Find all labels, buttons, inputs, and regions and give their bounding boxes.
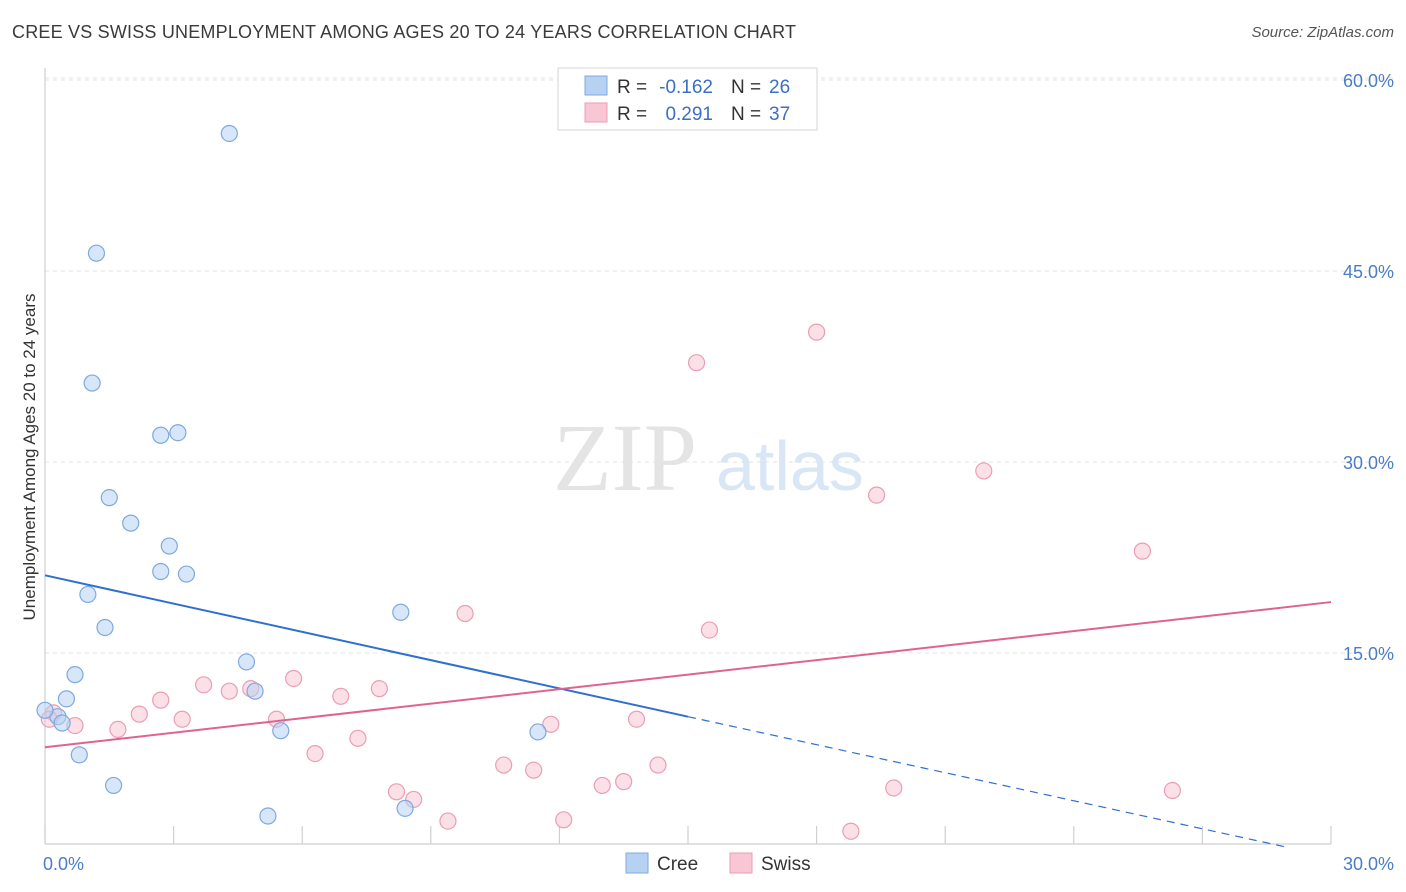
legend-swiss-n-label: N = — [731, 104, 761, 125]
swiss-point — [615, 773, 633, 791]
swiss-series — [40, 323, 1181, 840]
swiss-trend-line — [44, 601, 1332, 749]
cree-point — [53, 714, 71, 732]
swiss-point — [387, 783, 406, 801]
cree-point — [259, 807, 277, 825]
legend-swiss-n-value: 37 — [769, 104, 790, 125]
x-axis-ticks — [44, 826, 1332, 844]
swiss-point — [687, 354, 706, 372]
y-axis-label: Unemployment Among Ages 20 to 24 years — [20, 294, 39, 621]
swiss-point — [627, 710, 646, 728]
swiss-point — [195, 676, 213, 694]
source-label: Source: ZipAtlas.com — [1251, 24, 1394, 41]
cree-point — [152, 562, 170, 581]
cree-point — [220, 124, 238, 143]
cree-point — [246, 682, 264, 700]
y-axis-tick-labels: 15.0% 30.0% 45.0% 60.0% — [1343, 71, 1394, 664]
swiss-point — [332, 687, 350, 705]
legend: R = -0.162 N = 26 R = 0.291 N = 37 — [557, 67, 818, 131]
swiss-point — [542, 715, 560, 733]
swiss-point — [370, 680, 388, 698]
bottom-legend-swiss-swatch — [729, 852, 753, 874]
cree-point — [392, 603, 410, 621]
swiss-point — [975, 462, 993, 480]
cree-trend-line — [44, 574, 689, 718]
watermark-zip: ZIP — [553, 404, 697, 511]
cree-point — [87, 244, 106, 262]
x-tick-label-min: 0.0% — [43, 854, 84, 874]
chart-title: CREE VS SWISS UNEMPLOYMENT AMONG AGES 20… — [12, 22, 797, 42]
y-tick-label: 30.0% — [1343, 453, 1394, 473]
swiss-point — [885, 779, 903, 797]
bottom-legend-cree-swatch — [625, 852, 649, 874]
swiss-point — [130, 705, 148, 723]
cree-trend-line-extrapolated — [687, 716, 1284, 848]
legend-cree-swatch — [584, 75, 608, 96]
cree-point — [36, 701, 54, 719]
y-tick-label: 15.0% — [1343, 644, 1394, 664]
cree-point — [152, 426, 170, 444]
cree-series — [36, 124, 547, 825]
swiss-point — [649, 756, 667, 774]
cree-point — [396, 799, 414, 817]
cree-point — [57, 690, 76, 708]
y-tick-label: 45.0% — [1343, 262, 1394, 282]
swiss-point — [1163, 781, 1181, 800]
swiss-point — [173, 710, 191, 728]
cree-point — [104, 776, 123, 795]
watermark-atlas: atlas — [716, 427, 864, 505]
cree-point — [66, 666, 84, 684]
cree-point — [177, 565, 196, 583]
swiss-point — [109, 720, 127, 739]
swiss-point — [220, 682, 238, 700]
bottom-legend: Cree Swiss — [625, 852, 811, 875]
gridlines — [45, 77, 1394, 654]
swiss-point — [152, 691, 170, 709]
swiss-point — [349, 729, 367, 747]
swiss-point — [1133, 542, 1151, 560]
legend-cree-r-label: R = — [617, 77, 647, 98]
cree-point — [272, 722, 290, 740]
cree-point — [79, 585, 97, 604]
bottom-legend-cree-label: Cree — [657, 854, 698, 875]
cree-point — [96, 618, 114, 637]
swiss-point — [456, 604, 474, 623]
bottom-legend-swiss-label: Swiss — [761, 854, 811, 875]
swiss-point — [593, 776, 611, 795]
y-tick-label: 60.0% — [1343, 71, 1394, 91]
cree-point — [529, 723, 547, 741]
swiss-point — [868, 486, 886, 504]
swiss-point — [306, 744, 324, 763]
trend-lines — [44, 574, 1332, 848]
legend-cree-n-value: 26 — [769, 77, 790, 98]
legend-swiss-r-value: 0.291 — [665, 104, 713, 125]
legend-swiss-r-label: R = — [617, 104, 647, 125]
cree-point — [169, 424, 187, 442]
cree-point — [160, 537, 178, 555]
swiss-point — [555, 811, 573, 829]
swiss-point — [285, 669, 303, 688]
swiss-point — [525, 761, 543, 779]
swiss-point — [439, 812, 457, 830]
x-tick-label-max: 30.0% — [1343, 854, 1394, 874]
cree-point — [122, 514, 140, 532]
cree-point — [83, 374, 101, 392]
swiss-point — [807, 323, 826, 341]
cree-point — [237, 653, 256, 671]
legend-cree-r-value: -0.162 — [659, 77, 713, 98]
legend-swiss-swatch — [584, 102, 608, 123]
legend-cree-n-label: N = — [731, 77, 761, 98]
cree-point — [70, 746, 88, 764]
swiss-point — [495, 756, 513, 774]
swiss-point — [842, 822, 860, 840]
cree-point — [100, 489, 118, 507]
swiss-point — [700, 621, 719, 639]
